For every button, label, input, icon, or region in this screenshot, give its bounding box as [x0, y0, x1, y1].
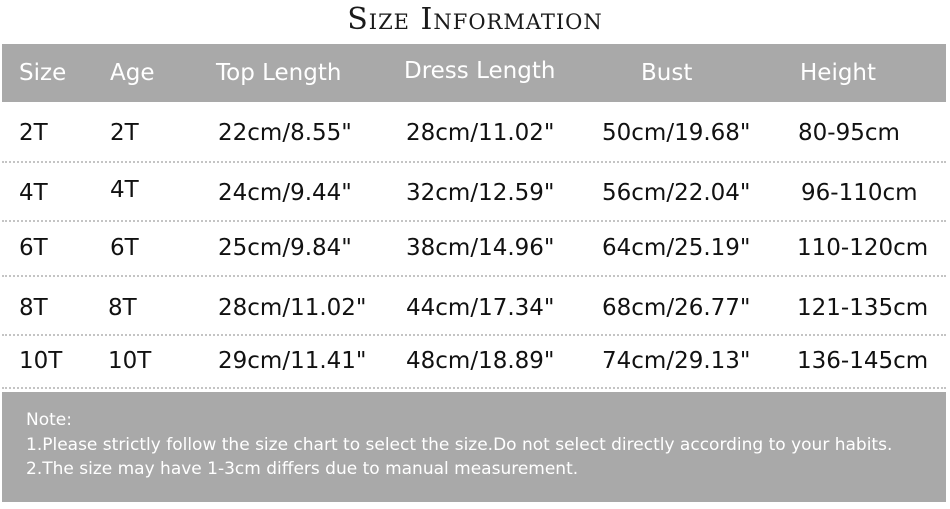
table-row: 6T 6T 25cm/9.84" 38cm/14.96" 64cm/25.19"… [2, 219, 946, 277]
cell-age: 4T [110, 177, 139, 203]
cell-size: 10T [19, 348, 63, 374]
cell-dress-length: 28cm/11.02" [406, 120, 555, 146]
cell-dress-length: 32cm/12.59" [406, 180, 555, 206]
note-box: Note: 1.Please strictly follow the size … [2, 392, 946, 502]
cell-bust: 68cm/26.77" [602, 295, 751, 321]
row-divider [2, 220, 946, 222]
header-dress-length: Dress Length [404, 58, 556, 84]
cell-size: 8T [19, 295, 48, 321]
cell-height: 121-135cm [797, 295, 929, 321]
cell-height: 136-145cm [797, 348, 929, 374]
cell-top-length: 28cm/11.02" [218, 295, 367, 321]
cell-dress-length: 38cm/14.96" [406, 235, 555, 261]
cell-size: 6T [19, 235, 48, 261]
header-top-length: Top Length [216, 60, 342, 86]
header-age: Age [110, 60, 155, 86]
header-size: Size [19, 60, 67, 86]
cell-dress-length: 48cm/18.89" [406, 348, 555, 374]
note-heading: Note: [26, 410, 72, 430]
cell-bust: 50cm/19.68" [602, 120, 751, 146]
table-row: 2T 2T 22cm/8.55" 28cm/11.02" 50cm/19.68"… [2, 104, 946, 162]
cell-bust: 74cm/29.13" [602, 348, 751, 374]
cell-age: 8T [108, 295, 137, 321]
table-row: 10T 10T 29cm/11.41" 48cm/18.89" 74cm/29.… [2, 332, 946, 390]
row-divider [2, 275, 946, 277]
cell-size: 2T [19, 120, 48, 146]
row-divider [2, 161, 946, 163]
cell-top-length: 22cm/8.55" [218, 120, 352, 146]
row-divider [2, 334, 946, 336]
cell-top-length: 25cm/9.84" [218, 235, 352, 261]
header-bust: Bust [641, 60, 693, 86]
cell-age: 6T [110, 235, 139, 261]
cell-age: 2T [110, 120, 139, 146]
table-row: 4T 4T 24cm/9.44" 32cm/12.59" 56cm/22.04"… [2, 164, 946, 222]
cell-top-length: 29cm/11.41" [218, 348, 367, 374]
cell-bust: 64cm/25.19" [602, 235, 751, 261]
note-line-1: 1.Please strictly follow the size chart … [26, 435, 893, 455]
table-row: 8T 8T 28cm/11.02" 44cm/17.34" 68cm/26.77… [2, 279, 946, 337]
cell-size: 4T [19, 180, 48, 206]
cell-height: 110-120cm [797, 235, 929, 261]
cell-dress-length: 44cm/17.34" [406, 295, 555, 321]
cell-height: 96-110cm [801, 180, 918, 206]
note-line-2: 2.The size may have 1-3cm differs due to… [26, 459, 579, 479]
cell-top-length: 24cm/9.44" [218, 180, 352, 206]
cell-age: 10T [108, 348, 152, 374]
table-header: Size Age Top Length Dress Length Bust He… [2, 44, 946, 102]
cell-bust: 56cm/22.04" [602, 180, 751, 206]
row-divider [2, 387, 946, 389]
header-height: Height [800, 60, 877, 86]
page-title: Size Information [347, 2, 603, 37]
cell-height: 80-95cm [798, 120, 900, 146]
